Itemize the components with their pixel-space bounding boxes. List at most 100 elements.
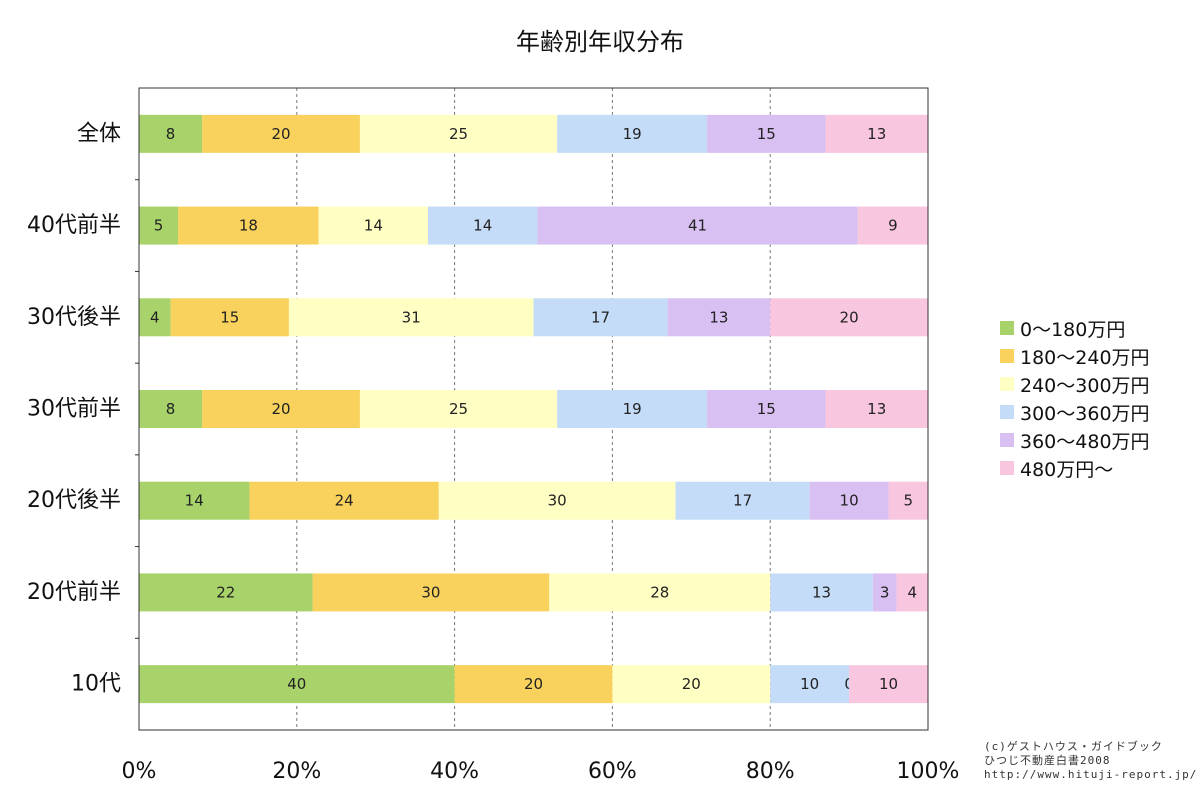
bar-segment xyxy=(770,298,928,337)
bar-segment xyxy=(857,206,928,245)
legend-swatch xyxy=(1000,433,1014,447)
data-label: 41 xyxy=(688,217,707,235)
data-label: 10 xyxy=(879,675,898,693)
bar-segment xyxy=(557,114,708,153)
data-label: 30 xyxy=(548,492,567,510)
data-label: 17 xyxy=(591,308,610,326)
legend-item: 360〜480万円 xyxy=(1000,426,1150,454)
legend-label: 180〜240万円 xyxy=(1020,346,1150,369)
legend-label: 240〜300万円 xyxy=(1020,374,1150,397)
data-label: 20 xyxy=(271,125,290,143)
bars-layer: 8 20 25 19 15 13 5 18 14 14 41 9 4 15 31 17 13 20 8 20 25 19 1… xyxy=(139,114,928,704)
legend-swatch xyxy=(1000,405,1014,419)
category-labels: 全体 40代前半 30代後半 30代前半 20代後半 20代前半 10代 xyxy=(27,121,121,696)
data-label: 20 xyxy=(524,675,543,693)
bar-segment xyxy=(612,665,771,704)
data-label: 4 xyxy=(150,308,160,326)
data-label: 14 xyxy=(473,217,492,235)
bar-segment xyxy=(537,206,858,245)
data-label: 18 xyxy=(239,217,258,235)
category-label: 20代後半 xyxy=(27,488,121,513)
credit-line1: (c)ゲストハウス・ガイドブック xyxy=(984,740,1163,753)
legend-item: 180〜240万円 xyxy=(1000,342,1150,370)
data-label: 28 xyxy=(650,583,669,601)
x-tick-label: 100% xyxy=(897,759,960,784)
data-label: 8 xyxy=(166,400,176,418)
bar-segment xyxy=(770,665,850,704)
bar-segment xyxy=(139,206,179,245)
legend: 0〜180万円 180〜240万円 240〜300万円 300〜360万円 360〜48… xyxy=(1000,314,1150,482)
data-label: 8 xyxy=(166,125,176,143)
bar-segment xyxy=(359,390,558,428)
x-tick-label: 0% xyxy=(122,759,157,784)
data-label: 31 xyxy=(402,308,421,326)
bar-segment xyxy=(288,298,534,337)
legend-label: 300〜360万円 xyxy=(1020,402,1150,425)
x-tick-label: 20% xyxy=(272,759,321,784)
data-label: 15 xyxy=(757,125,776,143)
data-label: 14 xyxy=(185,492,204,510)
legend-swatch xyxy=(1000,377,1014,391)
data-label: 9 xyxy=(888,217,898,235)
bar-segment xyxy=(667,298,771,337)
category-label: 20代前半 xyxy=(27,580,121,605)
bar-segment xyxy=(428,206,538,245)
legend-swatch xyxy=(1000,461,1014,475)
category-label: 10代 xyxy=(71,672,121,697)
category-label: 40代前半 xyxy=(27,213,121,238)
x-tick-label: 80% xyxy=(746,759,795,784)
bar-segment xyxy=(139,665,455,704)
bar-segment xyxy=(139,573,313,612)
data-label: 40 xyxy=(287,675,306,693)
legend-label: 0〜180万円 xyxy=(1020,318,1126,341)
plot-frame xyxy=(138,87,929,731)
bar-segment xyxy=(139,390,203,428)
legend-item: 300〜360万円 xyxy=(1000,398,1150,426)
bar-segment xyxy=(202,390,360,428)
frame-layer xyxy=(135,87,929,731)
data-label: 19 xyxy=(623,400,642,418)
bar-segment xyxy=(139,298,171,337)
bar-segment xyxy=(825,390,928,428)
legend-item: 480万円〜 xyxy=(1000,454,1150,482)
category-label: 30代後半 xyxy=(27,305,121,330)
data-label: 10 xyxy=(840,492,859,510)
data-label: 24 xyxy=(335,492,354,510)
data-label: 13 xyxy=(867,400,886,418)
bar-segment xyxy=(896,573,928,612)
legend-swatch xyxy=(1000,349,1014,363)
bar-segment xyxy=(533,298,668,337)
bar-segment xyxy=(888,481,928,520)
data-label: 15 xyxy=(757,400,776,418)
data-label: 17 xyxy=(733,492,752,510)
bar-segment xyxy=(707,390,826,428)
data-label: 5 xyxy=(154,217,164,235)
bar-segment xyxy=(454,665,613,704)
data-label: 10 xyxy=(800,675,819,693)
bar-segment xyxy=(549,573,771,612)
data-label: 25 xyxy=(449,125,468,143)
data-label: 22 xyxy=(216,583,235,601)
data-label: 13 xyxy=(812,583,831,601)
bar-segment xyxy=(872,573,897,612)
grid-layer xyxy=(296,88,771,730)
bar-segment xyxy=(849,665,928,704)
data-label: 13 xyxy=(709,308,728,326)
bar-segment xyxy=(170,298,289,337)
chart-title: 年齢別年収分布 xyxy=(516,28,684,56)
bar-segment xyxy=(202,114,360,153)
data-label: 30 xyxy=(421,583,440,601)
legend-item: 240〜300万円 xyxy=(1000,370,1150,398)
bar-segment xyxy=(825,114,928,153)
data-label: 13 xyxy=(867,125,886,143)
data-label: 5 xyxy=(904,492,914,510)
bar-segment xyxy=(139,481,250,520)
bar-segment xyxy=(707,114,826,153)
credit: (c)ゲストハウス・ガイドブック ひつじ不動産白書2008 http://www… xyxy=(984,740,1197,782)
data-label: 15 xyxy=(220,308,239,326)
credit-line3: http://www.hituji-report.jp/ xyxy=(984,768,1198,781)
bar-segment xyxy=(770,573,873,612)
bar-segment xyxy=(359,114,558,153)
bar-segment xyxy=(139,114,203,153)
